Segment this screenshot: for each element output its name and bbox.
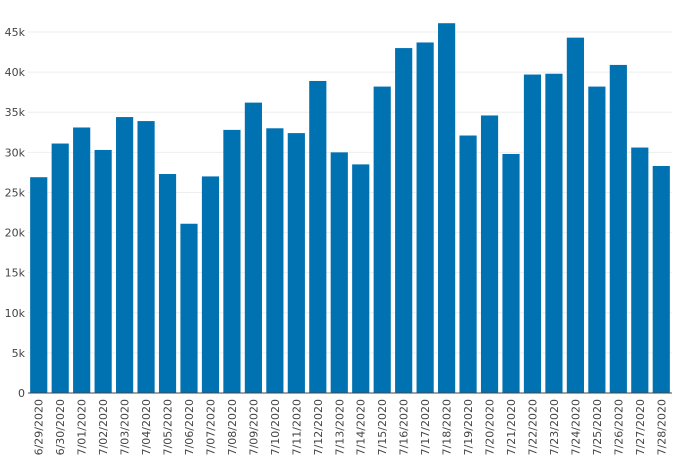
- x-tick-label: 7/13/2020: [333, 399, 346, 455]
- x-tick-label: 7/15/2020: [376, 399, 389, 455]
- x-tick-label: 7/12/2020: [312, 399, 325, 455]
- y-tick-label: 30k: [5, 146, 26, 159]
- bar: [116, 117, 134, 394]
- y-tick-label: 5k: [12, 347, 26, 360]
- bar: [266, 128, 284, 393]
- gridlines: [28, 31, 672, 354]
- x-tick-label: 7/06/2020: [183, 399, 196, 455]
- x-tick-label: 7/09/2020: [247, 399, 260, 455]
- y-tick-label: 20k: [5, 227, 26, 240]
- y-tick-label: 10k: [5, 307, 26, 320]
- bar: [309, 80, 327, 393]
- x-tick-label: 7/16/2020: [398, 399, 411, 455]
- bar: [588, 86, 606, 393]
- bar: [395, 48, 413, 394]
- x-tick-label: 7/26/2020: [612, 399, 625, 455]
- bars: [30, 23, 670, 394]
- y-tick-label: 15k: [5, 267, 26, 280]
- x-tick-label: 7/14/2020: [355, 399, 368, 455]
- x-tick-label: 7/10/2020: [269, 399, 282, 455]
- bar: [73, 127, 91, 394]
- x-tick-label: 7/18/2020: [441, 399, 454, 455]
- x-tick-label: 7/22/2020: [526, 399, 539, 455]
- y-axis-ticks: 0 5k 10k 15k 20k 25k 30k 35k 40k 45k: [5, 26, 26, 400]
- bar: [545, 73, 563, 394]
- x-tick-label: 7/02/2020: [97, 399, 110, 455]
- x-tick-label: 7/17/2020: [419, 399, 432, 455]
- bar: [523, 74, 542, 393]
- y-tick-label: 0: [18, 387, 25, 400]
- bar: [180, 223, 198, 393]
- x-tick-label: 7/01/2020: [76, 399, 89, 455]
- x-tick-label: 7/27/2020: [634, 399, 647, 455]
- bar: [158, 174, 177, 393]
- bar: [244, 102, 262, 393]
- x-tick-label: 7/21/2020: [505, 399, 518, 455]
- x-tick-label: 7/08/2020: [226, 399, 239, 455]
- bar: [438, 23, 456, 393]
- x-tick-label: 6/29/2020: [33, 399, 46, 455]
- y-tick-label: 45k: [5, 26, 26, 39]
- bar: [223, 129, 241, 393]
- x-tick-label: 7/11/2020: [290, 399, 303, 455]
- x-tick-label: 7/07/2020: [204, 399, 217, 455]
- bar: [352, 164, 370, 393]
- x-tick-label: 7/03/2020: [119, 399, 132, 455]
- y-tick-label: 25k: [5, 186, 26, 199]
- x-tick-label: 7/25/2020: [591, 399, 604, 455]
- bar: [373, 86, 391, 393]
- bar: [137, 121, 155, 393]
- bar: [566, 37, 584, 394]
- x-tick-label: 7/04/2020: [140, 399, 153, 455]
- y-tick-label: 40k: [5, 66, 26, 79]
- x-axis-ticks: 6/29/2020 6/30/2020 7/01/2020 7/02/2020 7/03…: [33, 399, 669, 455]
- bar: [480, 115, 499, 393]
- bar: [502, 153, 520, 393]
- bar: [416, 42, 434, 394]
- x-tick-label: 7/24/2020: [569, 399, 582, 455]
- x-tick-label: 7/23/2020: [548, 399, 561, 455]
- bar: [51, 143, 69, 393]
- x-tick-label: 7/19/2020: [462, 399, 475, 455]
- x-tick-label: 7/20/2020: [484, 399, 497, 455]
- bar: [652, 165, 670, 393]
- bar: [330, 152, 348, 393]
- bar: [30, 177, 48, 393]
- bar: [94, 149, 112, 393]
- bar: [631, 147, 649, 393]
- bar: [609, 64, 627, 393]
- bar: [201, 176, 220, 393]
- x-tick-label: 7/28/2020: [655, 399, 668, 455]
- y-tick-label: 35k: [5, 106, 26, 119]
- bar: [287, 133, 305, 394]
- bar: [459, 135, 477, 393]
- x-tick-label: 7/05/2020: [162, 399, 175, 455]
- x-tick-label: 6/30/2020: [54, 399, 67, 455]
